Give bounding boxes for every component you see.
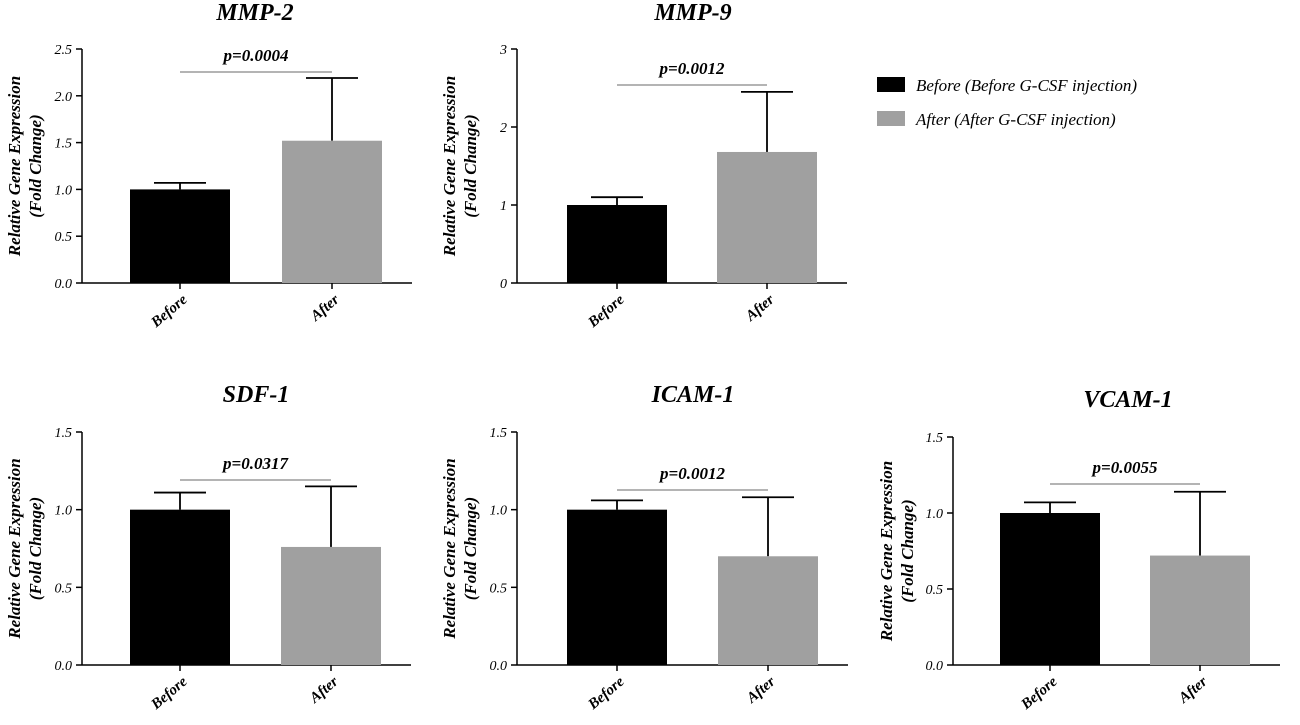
x-tick-label: After xyxy=(306,674,341,707)
y-tick-label: 1.5 xyxy=(490,426,508,441)
y-axis-label-line: (Fold Change) xyxy=(461,114,480,217)
y-tick-label: 0.0 xyxy=(490,659,508,674)
y-tick-label: 2 xyxy=(500,121,507,136)
bar-after xyxy=(717,151,817,283)
chart-title: SDF-1 xyxy=(223,382,290,408)
bar-after xyxy=(718,556,818,665)
x-tick-label: After xyxy=(742,292,777,325)
y-tick-label: 1 xyxy=(500,199,507,214)
y-tick-label: 1.0 xyxy=(926,507,944,522)
y-tick-label: 1.0 xyxy=(490,504,508,519)
p-value-label: p=0.0317 xyxy=(221,454,289,473)
x-tick-label: After xyxy=(1175,674,1210,707)
y-axis-label-line: Relative Gene Expression xyxy=(5,76,24,257)
y-axis-label-line: Relative Gene Expression xyxy=(877,461,896,642)
chart-title: VCAM-1 xyxy=(1083,387,1172,413)
y-tick-label: 1.5 xyxy=(926,431,944,446)
y-tick-label: 2.5 xyxy=(55,43,73,58)
bar-after xyxy=(1150,555,1250,665)
y-axis-label: Relative Gene Expression (Fold Change) xyxy=(5,458,45,639)
p-value-label: p=0.0012 xyxy=(658,464,725,483)
y-axis-label-line: Relative Gene Expression xyxy=(440,458,459,639)
p-value-label: p=0.0012 xyxy=(658,59,725,78)
y-axis-label-line: Relative Gene Expression xyxy=(5,458,24,639)
chart-4: VCAM-1 Relative Gene Expression (Fold Chan… xyxy=(877,387,1280,713)
y-tick-label: 0.0 xyxy=(55,659,73,674)
y-tick-label: 0.5 xyxy=(926,583,944,598)
bar-before xyxy=(567,509,667,665)
y-axis-label: Relative Gene Expression (Fold Change) xyxy=(5,76,45,257)
p-value-label: p=0.0004 xyxy=(222,46,289,65)
p-value-label: p=0.0055 xyxy=(1091,458,1158,477)
y-axis-label-line: (Fold Change) xyxy=(898,499,917,602)
bar-after xyxy=(282,140,382,283)
y-tick-label: 0 xyxy=(500,277,507,292)
y-axis-label-line: (Fold Change) xyxy=(26,114,45,217)
bar-before xyxy=(130,189,230,283)
x-tick-label: Before xyxy=(148,292,191,332)
x-tick-label: Before xyxy=(585,674,628,714)
x-tick-label: After xyxy=(307,292,342,325)
chart-title: MMP-9 xyxy=(653,0,731,26)
y-tick-label: 3 xyxy=(499,43,507,58)
legend-swatch-after xyxy=(877,111,905,126)
y-tick-label: 0.5 xyxy=(55,230,73,245)
y-tick-label: 0.0 xyxy=(55,277,73,292)
y-axis-label-line: (Fold Change) xyxy=(26,497,45,600)
x-tick-label: After xyxy=(743,674,778,707)
y-axis-label: Relative Gene Expression (Fold Change) xyxy=(877,461,917,642)
legend-label-after: After (After G-CSF injection) xyxy=(915,110,1116,129)
chart-3: ICAM-1 Relative Gene Expression (Fold Chan… xyxy=(440,382,848,713)
y-axis-label: Relative Gene Expression (Fold Change) xyxy=(440,458,480,639)
x-tick-label: Before xyxy=(1018,674,1061,714)
legend-label-before: Before (Before G-CSF injection) xyxy=(916,76,1137,95)
chart-title: MMP-2 xyxy=(215,0,293,26)
bar-before xyxy=(1000,513,1100,665)
legend-swatch-before xyxy=(877,77,905,92)
x-tick-label: Before xyxy=(585,292,628,332)
y-tick-label: 2.0 xyxy=(55,90,73,105)
y-tick-label: 1.5 xyxy=(55,426,73,441)
chart-1: MMP-9 Relative Gene Expression (Fold Chang… xyxy=(440,0,847,331)
y-axis-label-line: (Fold Change) xyxy=(461,497,480,600)
bar-after xyxy=(281,546,381,665)
y-axis-label: Relative Gene Expression (Fold Change) xyxy=(440,76,480,257)
y-tick-label: 1.5 xyxy=(55,137,73,152)
y-tick-label: 1.0 xyxy=(55,504,73,519)
y-tick-label: 1.0 xyxy=(55,183,73,198)
chart-0: MMP-2 Relative Gene Expression (Fold Chang… xyxy=(5,0,412,331)
chart-title: ICAM-1 xyxy=(651,382,735,408)
bar-before xyxy=(130,509,230,665)
y-tick-label: 0.5 xyxy=(55,581,73,596)
y-axis-label-line: Relative Gene Expression xyxy=(440,76,459,257)
legend: Before (Before G-CSF injection) After (A… xyxy=(877,76,1137,129)
bar-before xyxy=(567,205,667,283)
y-tick-label: 0.5 xyxy=(490,581,508,596)
chart-2: SDF-1 Relative Gene Expression (Fold Chang… xyxy=(5,382,411,713)
x-tick-label: Before xyxy=(148,674,191,714)
y-tick-label: 0.0 xyxy=(926,659,944,674)
